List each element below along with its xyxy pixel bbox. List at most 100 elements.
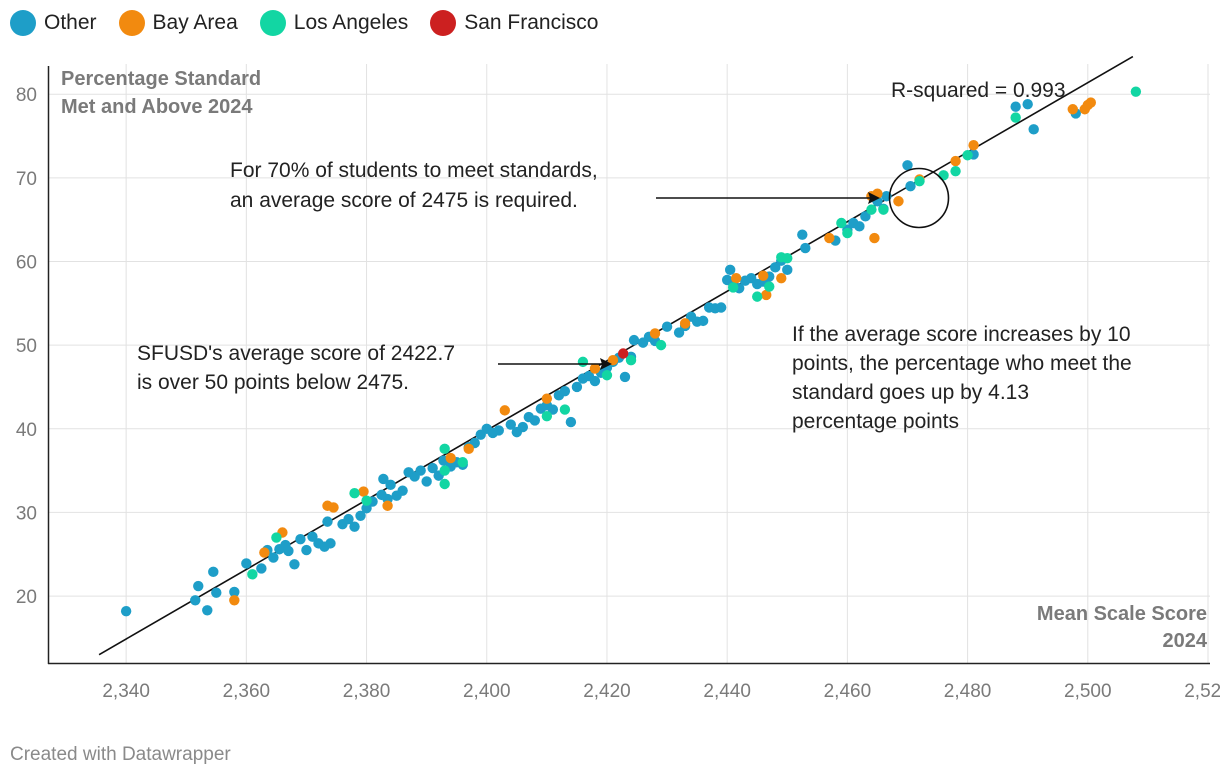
point-bay-area[interactable]	[893, 196, 904, 207]
point-los-angeles[interactable]	[559, 404, 571, 415]
point-other[interactable]	[547, 404, 559, 415]
point-other[interactable]	[493, 425, 504, 436]
point-bay-area[interactable]	[499, 405, 510, 416]
point-other[interactable]	[565, 416, 577, 428]
point-other[interactable]	[378, 473, 389, 485]
point-los-angeles[interactable]	[878, 204, 889, 215]
point-los-angeles[interactable]	[439, 465, 450, 476]
point-los-angeles[interactable]	[601, 370, 613, 381]
point-bay-area[interactable]	[229, 595, 240, 606]
point-other[interactable]	[355, 510, 366, 521]
point-other[interactable]	[1028, 124, 1039, 135]
point-other[interactable]	[905, 181, 916, 192]
point-bay-area[interactable]	[649, 328, 661, 339]
point-other[interactable]	[415, 465, 426, 476]
point-bay-area[interactable]	[328, 502, 339, 513]
point-los-angeles[interactable]	[938, 170, 949, 181]
point-los-angeles[interactable]	[914, 175, 925, 187]
point-other[interactable]	[1010, 101, 1021, 112]
point-other[interactable]	[571, 381, 583, 393]
point-other[interactable]	[343, 513, 354, 525]
point-los-angeles[interactable]	[1010, 112, 1021, 123]
point-other[interactable]	[202, 605, 213, 616]
point-other[interactable]	[782, 264, 793, 276]
point-los-angeles[interactable]	[764, 281, 775, 292]
point-bay-area[interactable]	[463, 443, 474, 455]
point-los-angeles[interactable]	[361, 495, 372, 506]
point-los-angeles[interactable]	[247, 569, 258, 580]
point-other[interactable]	[860, 211, 871, 222]
point-los-angeles[interactable]	[625, 354, 637, 366]
point-other[interactable]	[307, 531, 318, 542]
point-los-angeles[interactable]	[962, 150, 973, 161]
point-other[interactable]	[208, 566, 219, 578]
point-los-angeles[interactable]	[842, 227, 853, 239]
point-bay-area[interactable]	[382, 500, 393, 511]
point-other[interactable]	[589, 375, 601, 387]
point-other[interactable]	[289, 559, 300, 570]
point-other[interactable]	[770, 262, 781, 273]
point-bay-area[interactable]	[950, 155, 961, 167]
point-other[interactable]	[427, 462, 438, 474]
point-other[interactable]	[628, 334, 640, 346]
point-los-angeles[interactable]	[727, 282, 739, 293]
point-other[interactable]	[283, 545, 294, 557]
point-bay-area[interactable]	[758, 270, 769, 281]
point-los-angeles[interactable]	[439, 443, 450, 455]
point-other[interactable]	[505, 419, 516, 430]
point-other[interactable]	[211, 587, 222, 598]
point-other[interactable]	[1022, 99, 1033, 110]
point-los-angeles[interactable]	[271, 532, 282, 543]
point-bay-area[interactable]	[259, 547, 270, 558]
point-other[interactable]	[120, 605, 132, 617]
point-other[interactable]	[325, 538, 336, 549]
point-other[interactable]	[619, 371, 631, 383]
point-bay-area[interactable]	[541, 393, 553, 404]
point-other[interactable]	[421, 476, 432, 487]
point-bay-area[interactable]	[445, 452, 456, 464]
legend-item-san-francisco[interactable]: San Francisco	[430, 10, 598, 36]
point-other[interactable]	[256, 563, 267, 574]
point-bay-area[interactable]	[358, 486, 369, 497]
point-other[interactable]	[193, 580, 204, 592]
point-los-angeles[interactable]	[752, 291, 763, 302]
point-other[interactable]	[797, 229, 808, 240]
point-bay-area[interactable]	[730, 273, 742, 284]
point-los-angeles[interactable]	[439, 478, 450, 490]
point-other[interactable]	[349, 521, 360, 532]
point-bay-area[interactable]	[824, 232, 835, 244]
point-other[interactable]	[322, 516, 333, 527]
legend-item-other[interactable]: Other	[10, 10, 97, 36]
point-other[interactable]	[295, 534, 306, 545]
point-other[interactable]	[361, 503, 372, 514]
point-other[interactable]	[229, 586, 240, 598]
point-bay-area[interactable]	[607, 354, 619, 366]
point-other[interactable]	[268, 552, 279, 563]
point-los-angeles[interactable]	[577, 356, 589, 368]
point-bay-area[interactable]	[869, 232, 880, 244]
point-los-angeles[interactable]	[950, 165, 961, 177]
point-other[interactable]	[661, 321, 673, 332]
point-other[interactable]	[385, 479, 396, 491]
point-other[interactable]	[517, 421, 529, 433]
point-other[interactable]	[241, 558, 252, 569]
point-los-angeles[interactable]	[866, 204, 877, 215]
point-other[interactable]	[529, 415, 541, 426]
point-other[interactable]	[800, 242, 811, 254]
legend-item-los-angeles[interactable]: Los Angeles	[259, 10, 408, 36]
point-other[interactable]	[301, 544, 312, 556]
point-bay-area[interactable]	[679, 318, 691, 329]
legend-item-bay-area[interactable]: Bay Area	[118, 10, 238, 36]
point-los-angeles[interactable]	[457, 457, 468, 468]
point-other[interactable]	[902, 160, 913, 171]
point-los-angeles[interactable]	[1130, 86, 1142, 97]
point-los-angeles[interactable]	[541, 411, 553, 422]
point-other[interactable]	[724, 264, 736, 276]
point-other[interactable]	[697, 315, 709, 327]
point-los-angeles[interactable]	[349, 487, 360, 499]
point-los-angeles[interactable]	[836, 217, 847, 229]
point-bay-area[interactable]	[1067, 104, 1078, 115]
point-bay-area[interactable]	[589, 363, 601, 374]
point-other[interactable]	[854, 221, 865, 232]
point-los-angeles[interactable]	[782, 252, 793, 264]
